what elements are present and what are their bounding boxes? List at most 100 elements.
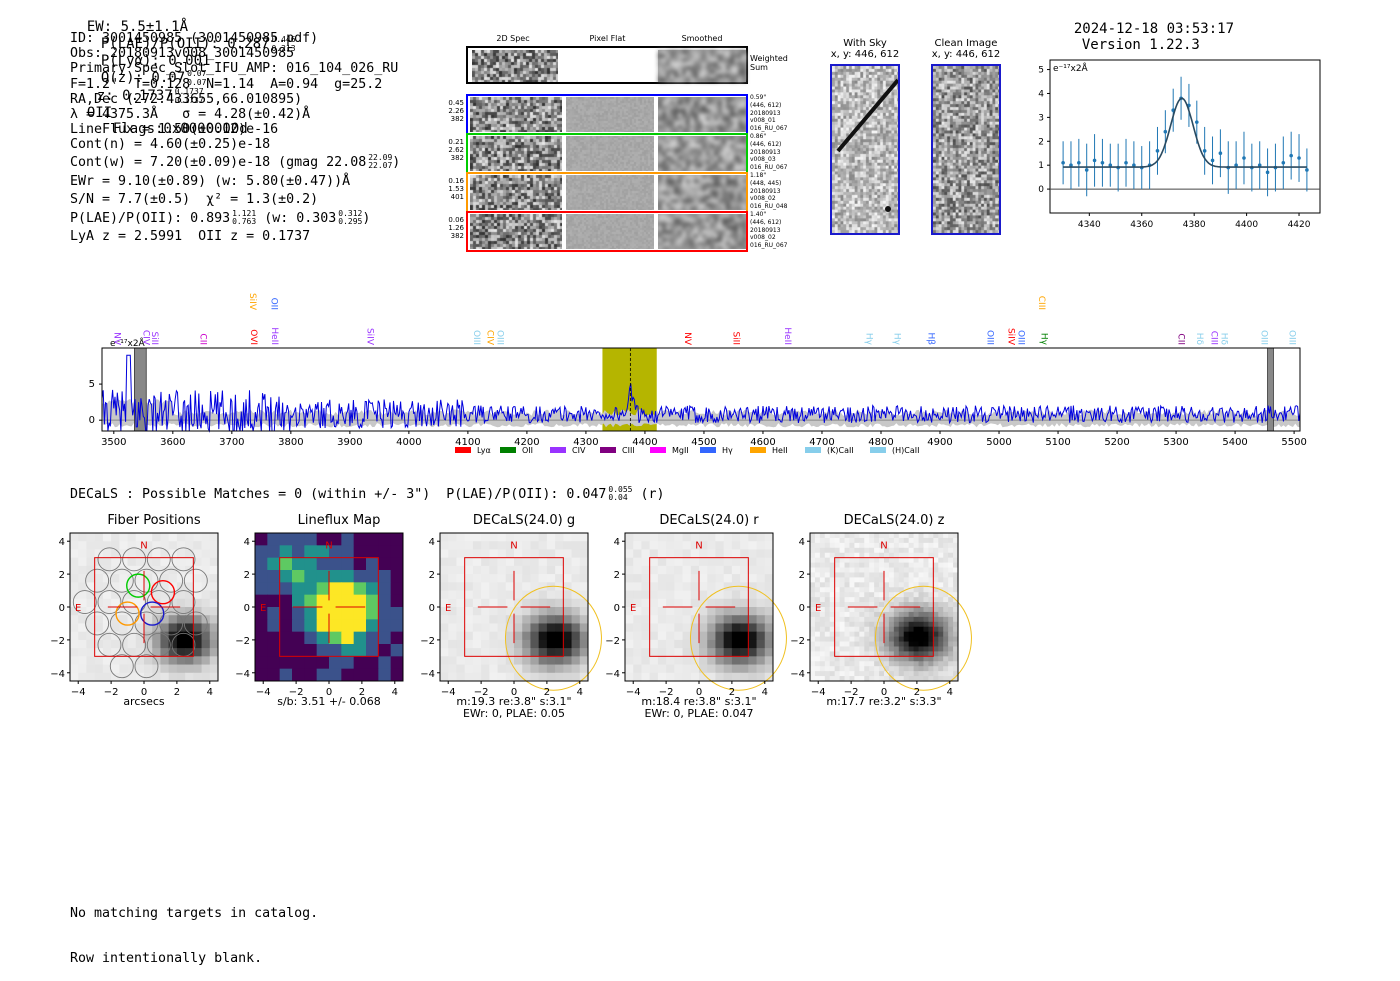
- spec-legend-label: Lyα: [477, 446, 491, 455]
- cutout-row-meta-line: v008_01: [750, 117, 776, 125]
- spec-legend-label: (K)CaII: [827, 446, 854, 455]
- cutout-weighted-2dspec: [472, 50, 558, 82]
- cutout-smoothed: [658, 214, 746, 249]
- with-sky-title: With Sky: [843, 38, 887, 49]
- panel-y-tick-label: −4: [420, 669, 435, 680]
- cutout-row-meta-line: 016_RU_067: [750, 164, 788, 172]
- panel-caption: s/b: 3.51 +/- 0.068: [245, 696, 413, 708]
- panel-y-tick-label: −4: [235, 669, 250, 680]
- panel-x-tick-label: −4: [626, 687, 641, 698]
- panel-caption: arcsecs: [60, 696, 228, 708]
- info-primary: Primary Spec_Slot_IFU_AMP: 016_104_026_R…: [70, 61, 399, 77]
- spec-legend-label: HeII: [772, 446, 788, 455]
- fit-y-tick-label: 2: [1038, 137, 1044, 147]
- with-sky-streak: [836, 78, 898, 212]
- decals-header-hi: 0.055: [608, 485, 633, 494]
- spec-x-tick-label: 5300: [1163, 437, 1188, 448]
- info-id: ID: 3001450985 (3001450985.pdf): [70, 31, 319, 46]
- spec-legend-item: (H)CaII: [870, 446, 919, 455]
- cutout-pixel-flat: [566, 136, 654, 171]
- crosshair: [847, 570, 921, 644]
- fit-data-point: [1084, 143, 1089, 197]
- spec-axes-frame: [101, 347, 1301, 432]
- spec-emission-line-label: CIII: [1036, 296, 1046, 310]
- footer-line-2: Row intentionally blank.: [70, 951, 263, 966]
- cutout-row-stats: 0.21 2.62 382: [440, 138, 464, 163]
- cutout-2dspec: [470, 136, 562, 171]
- spec-x-tick-label: 5100: [1045, 437, 1070, 448]
- panel-x-tick-label: 2: [359, 687, 365, 698]
- cutout-row-stat: 0.06: [448, 216, 464, 224]
- panel-x-tick-label: −4: [71, 687, 86, 698]
- crosshair: [292, 570, 366, 644]
- spec-x-tick-label: 3500: [101, 437, 126, 448]
- info-lambda: λ = 4375.3Å σ = 4.28(±0.42)Å: [70, 107, 311, 123]
- footer-line-1: No matching targets in catalog.: [70, 906, 319, 921]
- panel-x-tick-label: −4: [811, 687, 826, 698]
- panel-title: DECaLS(24.0) g: [472, 513, 576, 528]
- panel-y-tick-label: 4: [614, 537, 620, 548]
- spec-emission-line-label: SiIV: [1006, 328, 1016, 346]
- fit-data-point: [1124, 138, 1128, 187]
- panel-y-tick-label: 0: [244, 603, 250, 614]
- info-plae2-w: (w: 0.303: [264, 210, 337, 226]
- panel-x-tick-label: −2: [474, 687, 489, 698]
- spec-emission-line-label: OIII: [1016, 330, 1026, 345]
- cutout-smoothed: [658, 136, 746, 171]
- spec-x-tick-label: 4400: [632, 437, 657, 448]
- fit-y-tick-label: 1: [1038, 161, 1044, 171]
- cutout-row-meta-line: v008_03: [750, 156, 776, 164]
- header-q-hi: 0.07: [187, 69, 207, 78]
- panel-x-tick-label: 0: [881, 687, 887, 698]
- galaxy-ellipse: [504, 585, 602, 691]
- header-bar: EW: 5.5±1.1Å P(LAE)/P(OII): 0.287 0.446 0.…: [70, 3, 296, 137]
- panel-image: N E −4 −2 0 2 4 4 2 0 −2 −4: [50, 532, 219, 698]
- panel-x-tick-label: 4: [577, 687, 583, 698]
- spec-x-tick-label: 5000: [986, 437, 1011, 448]
- info-block: ID: 3001450985 (3001450985.pdf) Obs: 201…: [70, 31, 400, 246]
- spec-emission-line-label: HeII: [269, 327, 279, 345]
- spec-legend-item: CIII: [600, 446, 635, 455]
- spec-emission-line-label: Hδ: [1194, 333, 1204, 346]
- spec-emission-line-label: Hγ: [1039, 333, 1049, 346]
- info-plae2: P(LAE)/P(OII): 0.893: [70, 210, 231, 226]
- clean-image-title: Clean Image: [934, 38, 998, 49]
- info-obs: Obs: 20180913v008_3001450985: [70, 46, 295, 62]
- panel-y-tick-label: −2: [420, 636, 435, 647]
- fiber-circle: [146, 547, 171, 572]
- spec-emission-line-label: OIII: [471, 330, 481, 345]
- header-q: Q(z): 0.07: [100, 70, 186, 86]
- fit-y-tick-label: 3: [1038, 113, 1044, 123]
- fit-data-point: [1234, 141, 1238, 190]
- header-q-lo: 0.07: [187, 78, 207, 87]
- panel-x-tick-label: −2: [289, 687, 304, 698]
- spec-emission-line-label: SiII: [731, 331, 741, 345]
- cutout-weighted-label: Weighted Sum: [750, 54, 788, 72]
- fiber-circle: [122, 547, 147, 572]
- panel-y-tick-label: −2: [235, 636, 250, 647]
- info-plae-row: P(LAE)/P(OII): 0.893 1.121 0.763 (w: 0.303…: [70, 208, 371, 226]
- search-box: [649, 557, 749, 657]
- cutout-row-stat: 0.16: [448, 177, 464, 185]
- info-gmag-lo: 22.07: [368, 160, 393, 170]
- spec-legend-item: Lyα: [455, 446, 491, 455]
- spec-legend-label: MgII: [672, 446, 689, 455]
- cutout-2dspec: [470, 97, 562, 132]
- panel-x-tick-label: 4: [392, 687, 398, 698]
- spec-legend-item: (K)CaII: [805, 446, 854, 455]
- spec-emission-line-label: CIV: [484, 330, 494, 346]
- fit-gaussian-curve: [1063, 97, 1307, 168]
- panel-caption-line-1: arcsecs: [123, 695, 165, 708]
- info-lineflux: LineFlux = 1.50(±0.12)e-16: [70, 122, 279, 138]
- north-label: N: [510, 541, 517, 552]
- spec-legend-item: Hγ: [700, 446, 733, 455]
- info-gmag-hi: 22.09: [368, 152, 393, 162]
- clean-image: [931, 64, 1001, 235]
- spec-x-tick-label: 4200: [514, 437, 539, 448]
- info-lyaz: LyA z = 2.5991 OII z = 0.1737: [70, 228, 311, 244]
- cutout-row: [466, 172, 748, 213]
- cutout-row-meta-line: 1.18": [750, 172, 767, 179]
- header-datetime: 2024-12-18 03:53:17: [1073, 21, 1235, 37]
- fit-data-point: [1265, 148, 1270, 197]
- panel-title: DECaLS(24.0) z: [843, 513, 945, 528]
